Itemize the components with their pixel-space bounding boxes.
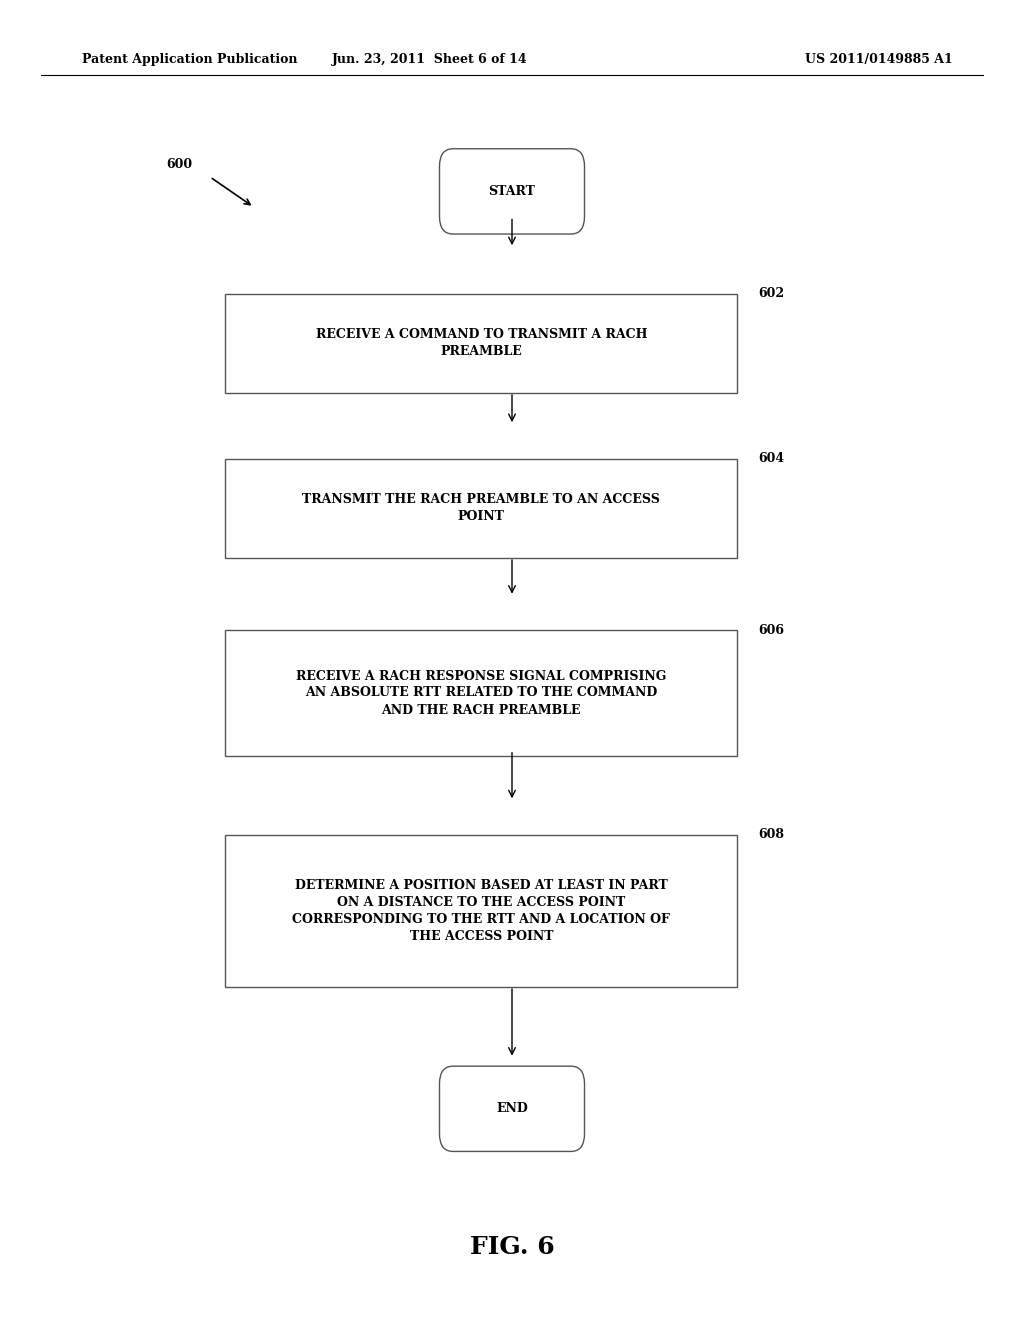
- Text: Jun. 23, 2011  Sheet 6 of 14: Jun. 23, 2011 Sheet 6 of 14: [332, 53, 528, 66]
- Text: END: END: [496, 1102, 528, 1115]
- Text: TRANSMIT THE RACH PREAMBLE TO AN ACCESS
POINT: TRANSMIT THE RACH PREAMBLE TO AN ACCESS …: [302, 494, 660, 523]
- Text: DETERMINE A POSITION BASED AT LEAST IN PART
ON A DISTANCE TO THE ACCESS POINT
CO: DETERMINE A POSITION BASED AT LEAST IN P…: [292, 879, 671, 942]
- Text: RECEIVE A COMMAND TO TRANSMIT A RACH
PREAMBLE: RECEIVE A COMMAND TO TRANSMIT A RACH PRE…: [315, 329, 647, 358]
- Text: 602: 602: [758, 288, 784, 300]
- Text: FIG. 6: FIG. 6: [470, 1236, 554, 1259]
- Text: Patent Application Publication: Patent Application Publication: [82, 53, 297, 66]
- Text: US 2011/0149885 A1: US 2011/0149885 A1: [805, 53, 952, 66]
- Text: 608: 608: [758, 829, 783, 841]
- FancyBboxPatch shape: [439, 1067, 585, 1151]
- Bar: [225, 294, 737, 393]
- Text: 606: 606: [758, 624, 783, 636]
- FancyBboxPatch shape: [439, 149, 585, 234]
- Text: START: START: [488, 185, 536, 198]
- Bar: [225, 459, 737, 557]
- Bar: [225, 836, 737, 987]
- Text: RECEIVE A RACH RESPONSE SIGNAL COMPRISING
AN ABSOLUTE RTT RELATED TO THE COMMAND: RECEIVE A RACH RESPONSE SIGNAL COMPRISIN…: [296, 669, 667, 717]
- Bar: [225, 631, 737, 755]
- Text: 600: 600: [166, 158, 193, 172]
- Text: 604: 604: [758, 451, 784, 465]
